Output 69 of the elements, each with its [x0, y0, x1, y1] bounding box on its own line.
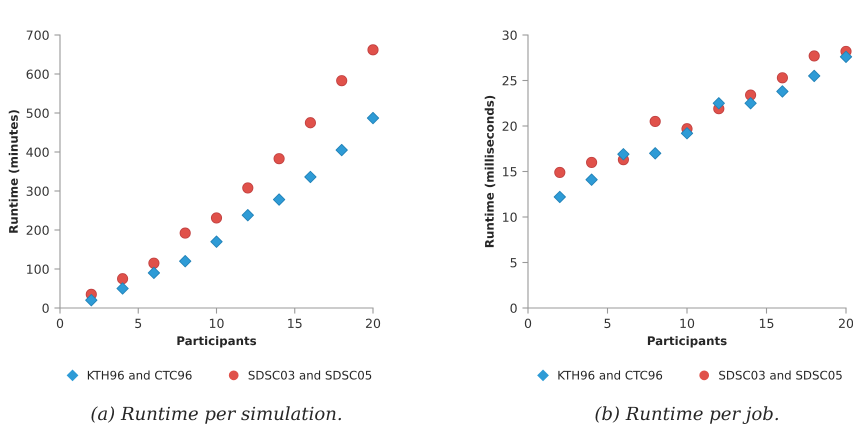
point [272, 193, 286, 206]
point [148, 258, 160, 269]
point [336, 75, 348, 86]
y-tick-label: 600 [26, 69, 49, 79]
point [808, 50, 820, 62]
y-tick-label: 5 [510, 258, 516, 268]
point [744, 97, 757, 110]
x-tick-label: 0 [524, 318, 532, 328]
y-tick-label: 0 [42, 303, 49, 313]
point [808, 70, 820, 82]
point [117, 273, 128, 284]
y-tick-label: 700 [26, 30, 49, 40]
point [242, 209, 254, 222]
point [336, 144, 348, 156]
point [85, 294, 98, 306]
y-axis-title: Runtime (minutes) [8, 110, 20, 233]
y-tick-label: 15 [503, 167, 516, 176]
x-tick-label: 10 [210, 318, 224, 328]
text: (a) Runtime per simulation. [92, 406, 341, 424]
x-tick-label: 20 [838, 318, 853, 328]
y-tick-label: 25 [502, 76, 516, 86]
y-tick-label: 400 [26, 147, 49, 157]
legend-label: SDSC03 and SDSC05 [248, 370, 372, 380]
point [617, 148, 630, 160]
point [116, 282, 129, 295]
point [148, 266, 160, 280]
x-tick-label: 5 [604, 318, 610, 328]
point [274, 153, 285, 164]
point [242, 182, 254, 194]
x-axis-title: Participants [177, 336, 256, 348]
point [554, 190, 566, 204]
y-tick-label: 0 [510, 303, 517, 313]
point [585, 174, 598, 186]
point [180, 228, 191, 239]
y-tick-label: 20 [502, 121, 517, 131]
point [712, 97, 725, 110]
x-tick-label: 5 [135, 318, 142, 328]
legend-label: KTH96 and CTC96 [88, 370, 192, 380]
y-tick-label: 10 [503, 212, 517, 222]
legend-label: KTH96 and CTC96 [558, 370, 662, 380]
y-tick-label: 500 [26, 108, 49, 118]
x-tick-label: 15 [288, 318, 302, 328]
point [210, 212, 222, 224]
point [210, 236, 223, 248]
y-tick-label: 30 [502, 30, 517, 40]
point [680, 127, 694, 140]
y-axis-title: Runtime (milliseconds) [484, 96, 496, 248]
x-tick-label: 20 [366, 318, 380, 328]
text: (b) Runtime per job. [596, 406, 778, 424]
point [304, 170, 317, 184]
point [840, 50, 852, 63]
point [776, 85, 789, 98]
x-tick-label: 10 [680, 318, 694, 328]
point [554, 166, 566, 178]
point [776, 72, 788, 84]
y-tick-label: 300 [26, 186, 49, 196]
point [366, 112, 380, 124]
x-tick-label: 0 [56, 318, 64, 328]
point [649, 147, 662, 160]
y-tick-label: 100 [27, 264, 49, 274]
x-axis-title: Participants [648, 336, 727, 348]
y-tick-label: 200 [26, 225, 49, 235]
point [179, 255, 192, 268]
legend-label: SDSC03 and SDSC05 [719, 370, 842, 380]
point [586, 156, 598, 168]
point [650, 116, 661, 128]
point [367, 44, 379, 56]
x-tick-label: 15 [760, 318, 774, 328]
point [304, 117, 316, 128]
